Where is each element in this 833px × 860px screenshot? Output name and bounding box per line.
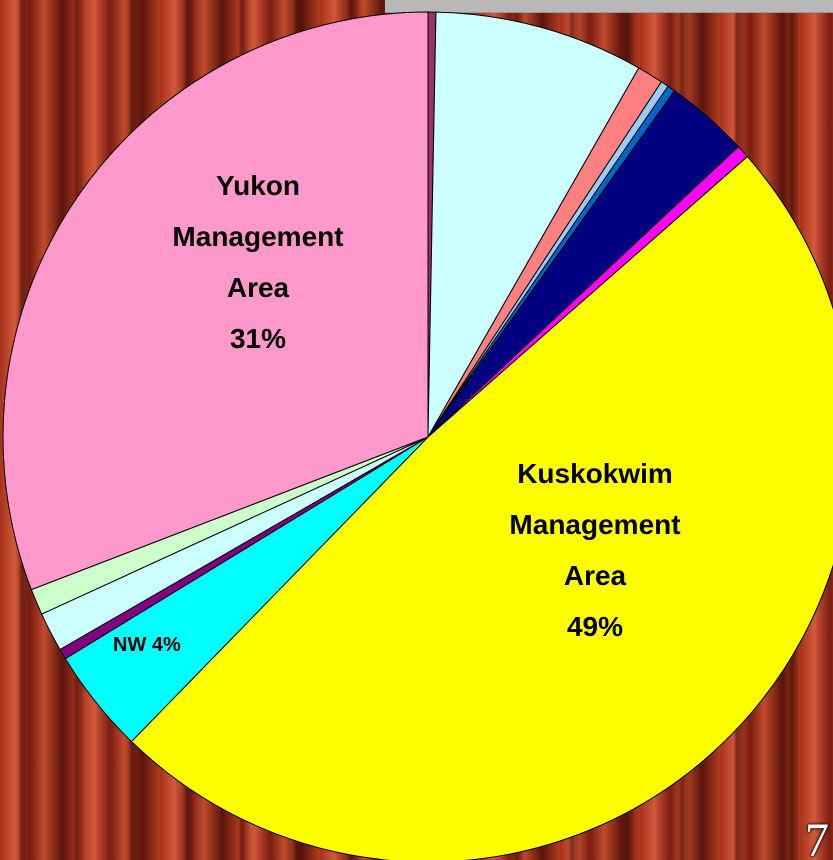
pie-chart [0, 0, 833, 860]
slice-label: Kuskokwim Management Area 49% [495, 448, 695, 652]
slice-name: NW [113, 634, 146, 656]
slice-value: 31% [230, 323, 286, 354]
slice-value: 49% [567, 611, 623, 642]
slice-label: Yukon Management Area 31% [158, 160, 358, 364]
slice-value: 4% [152, 634, 181, 656]
slide: 7 Kuskokwim Management Area 49% NW 4% Yukon… [0, 0, 833, 860]
slide-number: 7 [805, 813, 829, 860]
slice-name: Yukon Management Area [172, 170, 343, 303]
slice-label: NW 4% [113, 633, 181, 657]
slice-name: Kuskokwim Management Area [509, 458, 680, 591]
